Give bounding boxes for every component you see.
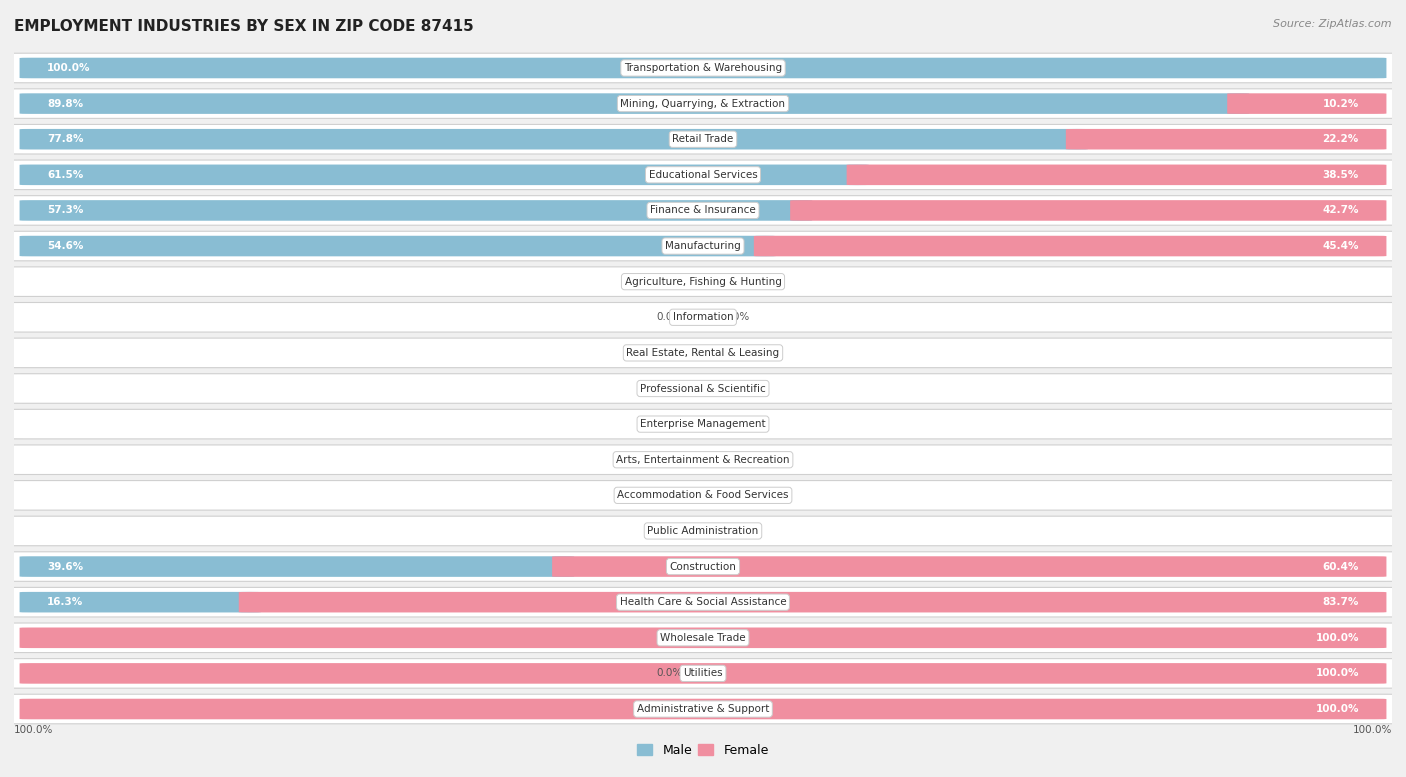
FancyBboxPatch shape <box>1 302 1405 332</box>
Text: 0.0%: 0.0% <box>724 348 749 358</box>
Text: 0.0%: 0.0% <box>657 348 682 358</box>
Text: Educational Services: Educational Services <box>648 170 758 179</box>
FancyBboxPatch shape <box>20 556 574 577</box>
Text: 0.0%: 0.0% <box>657 455 682 465</box>
FancyBboxPatch shape <box>1 445 1405 475</box>
Text: 16.3%: 16.3% <box>48 598 83 607</box>
Text: Accommodation & Food Services: Accommodation & Food Services <box>617 490 789 500</box>
FancyBboxPatch shape <box>20 663 1386 684</box>
FancyBboxPatch shape <box>20 235 776 256</box>
Text: 57.3%: 57.3% <box>48 205 83 215</box>
Text: 0.0%: 0.0% <box>724 526 749 536</box>
FancyBboxPatch shape <box>1227 93 1386 114</box>
Text: Professional & Scientific: Professional & Scientific <box>640 384 766 393</box>
Text: 0.0%: 0.0% <box>657 384 682 393</box>
Text: 22.2%: 22.2% <box>1323 134 1358 145</box>
FancyBboxPatch shape <box>1 374 1405 403</box>
FancyBboxPatch shape <box>239 592 1386 612</box>
Text: 0.0%: 0.0% <box>724 312 749 322</box>
FancyBboxPatch shape <box>1 516 1405 545</box>
Text: Finance & Insurance: Finance & Insurance <box>650 205 756 215</box>
Text: 60.4%: 60.4% <box>1323 562 1358 572</box>
FancyBboxPatch shape <box>1 659 1405 688</box>
FancyBboxPatch shape <box>1 124 1405 154</box>
FancyBboxPatch shape <box>1066 129 1386 149</box>
FancyBboxPatch shape <box>20 57 1386 78</box>
Text: Real Estate, Rental & Leasing: Real Estate, Rental & Leasing <box>627 348 779 358</box>
Text: 0.0%: 0.0% <box>657 277 682 287</box>
Text: 100.0%: 100.0% <box>1316 668 1358 678</box>
FancyBboxPatch shape <box>1 160 1405 190</box>
FancyBboxPatch shape <box>1 267 1405 297</box>
Text: EMPLOYMENT INDUSTRIES BY SEX IN ZIP CODE 87415: EMPLOYMENT INDUSTRIES BY SEX IN ZIP CODE… <box>14 19 474 34</box>
Text: 54.6%: 54.6% <box>48 241 83 251</box>
Text: 0.0%: 0.0% <box>657 419 682 429</box>
Text: 0.0%: 0.0% <box>724 490 749 500</box>
Text: 0.0%: 0.0% <box>657 704 682 714</box>
FancyBboxPatch shape <box>1 53 1405 83</box>
Text: 77.8%: 77.8% <box>48 134 83 145</box>
Text: Manufacturing: Manufacturing <box>665 241 741 251</box>
FancyBboxPatch shape <box>1 89 1405 118</box>
FancyBboxPatch shape <box>1 552 1405 581</box>
Legend: Male, Female: Male, Female <box>633 739 773 761</box>
FancyBboxPatch shape <box>1 196 1405 225</box>
Text: Source: ZipAtlas.com: Source: ZipAtlas.com <box>1274 19 1392 30</box>
FancyBboxPatch shape <box>20 699 1386 720</box>
Text: 0.0%: 0.0% <box>724 419 749 429</box>
FancyBboxPatch shape <box>1 694 1405 724</box>
Text: 0.0%: 0.0% <box>657 632 682 643</box>
Text: Wholesale Trade: Wholesale Trade <box>661 632 745 643</box>
FancyBboxPatch shape <box>20 592 262 612</box>
Text: Utilities: Utilities <box>683 668 723 678</box>
FancyBboxPatch shape <box>20 165 869 185</box>
FancyBboxPatch shape <box>1 623 1405 653</box>
Text: 10.2%: 10.2% <box>1323 99 1358 109</box>
Text: 89.8%: 89.8% <box>48 99 83 109</box>
FancyBboxPatch shape <box>1 587 1405 617</box>
Text: Administrative & Support: Administrative & Support <box>637 704 769 714</box>
Text: 100.0%: 100.0% <box>48 63 90 73</box>
FancyBboxPatch shape <box>20 200 813 221</box>
FancyBboxPatch shape <box>1 409 1405 439</box>
Text: Health Care & Social Assistance: Health Care & Social Assistance <box>620 598 786 607</box>
Text: Mining, Quarrying, & Extraction: Mining, Quarrying, & Extraction <box>620 99 786 109</box>
Text: 61.5%: 61.5% <box>48 170 83 179</box>
FancyBboxPatch shape <box>20 129 1088 149</box>
Text: Transportation & Warehousing: Transportation & Warehousing <box>624 63 782 73</box>
FancyBboxPatch shape <box>1 480 1405 510</box>
Text: 0.0%: 0.0% <box>724 384 749 393</box>
FancyBboxPatch shape <box>790 200 1386 221</box>
Text: Agriculture, Fishing & Hunting: Agriculture, Fishing & Hunting <box>624 277 782 287</box>
FancyBboxPatch shape <box>1 338 1405 368</box>
Text: Public Administration: Public Administration <box>647 526 759 536</box>
Text: 38.5%: 38.5% <box>1323 170 1358 179</box>
Text: Retail Trade: Retail Trade <box>672 134 734 145</box>
FancyBboxPatch shape <box>846 165 1386 185</box>
FancyBboxPatch shape <box>1 232 1405 261</box>
Text: 42.7%: 42.7% <box>1323 205 1358 215</box>
FancyBboxPatch shape <box>754 235 1386 256</box>
Text: 100.0%: 100.0% <box>14 725 53 735</box>
Text: 100.0%: 100.0% <box>1316 632 1358 643</box>
Text: 0.0%: 0.0% <box>657 312 682 322</box>
Text: 0.0%: 0.0% <box>657 668 682 678</box>
Text: Arts, Entertainment & Recreation: Arts, Entertainment & Recreation <box>616 455 790 465</box>
Text: Enterprise Management: Enterprise Management <box>640 419 766 429</box>
FancyBboxPatch shape <box>20 93 1250 114</box>
Text: 0.0%: 0.0% <box>657 526 682 536</box>
Text: 0.0%: 0.0% <box>724 63 749 73</box>
Text: 100.0%: 100.0% <box>1353 725 1392 735</box>
Text: Construction: Construction <box>669 562 737 572</box>
Text: Information: Information <box>672 312 734 322</box>
Text: 45.4%: 45.4% <box>1323 241 1358 251</box>
Text: 0.0%: 0.0% <box>724 455 749 465</box>
Text: 39.6%: 39.6% <box>48 562 83 572</box>
Text: 83.7%: 83.7% <box>1323 598 1358 607</box>
Text: 0.0%: 0.0% <box>724 277 749 287</box>
FancyBboxPatch shape <box>553 556 1386 577</box>
FancyBboxPatch shape <box>20 628 1386 648</box>
Text: 0.0%: 0.0% <box>657 490 682 500</box>
Text: 100.0%: 100.0% <box>1316 704 1358 714</box>
